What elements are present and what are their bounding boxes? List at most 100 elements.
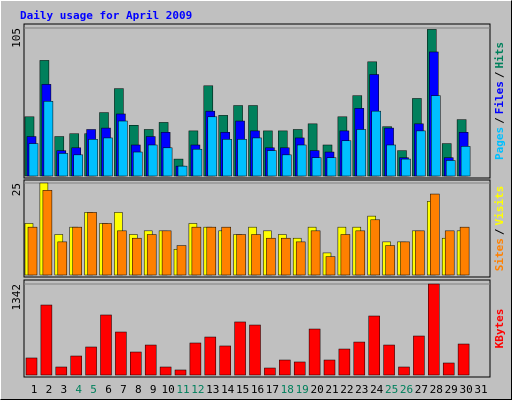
bar	[266, 237, 276, 276]
x-tick-label: 24	[370, 383, 384, 396]
bar	[308, 328, 321, 376]
x-tick-label: 2	[46, 383, 53, 396]
bar	[28, 143, 39, 177]
bar	[325, 256, 336, 276]
bar	[161, 230, 172, 276]
x-tick-label: 1	[31, 383, 38, 396]
bar	[401, 158, 411, 177]
bar	[73, 154, 83, 177]
bar	[445, 160, 456, 177]
bar	[386, 144, 396, 177]
x-tick-label: 16	[251, 383, 264, 396]
bar	[267, 150, 277, 177]
legend-entry: KBytes	[493, 309, 506, 349]
bar	[43, 101, 54, 177]
x-tick-label: 29	[445, 383, 458, 396]
bar	[87, 212, 97, 276]
x-tick-label: 5	[90, 383, 97, 396]
bar	[371, 110, 381, 177]
bar	[459, 226, 470, 276]
x-tick-label: 22	[340, 383, 353, 396]
bar	[356, 129, 367, 177]
x-tick-label: 3	[60, 383, 67, 396]
bar	[146, 234, 157, 276]
x-tick-label: 8	[135, 383, 142, 396]
bar	[25, 357, 38, 376]
x-tick-label: 30	[459, 383, 472, 396]
y-tick-label: 105	[10, 28, 23, 48]
bar	[132, 237, 142, 276]
bar	[415, 230, 425, 276]
bar	[310, 230, 321, 276]
bar	[221, 226, 231, 276]
bar	[192, 148, 203, 177]
bar	[162, 147, 173, 177]
x-tick-label: 17	[266, 383, 279, 396]
y-tick-label: 25	[10, 183, 23, 196]
bar	[398, 366, 410, 376]
legend: Pages / Files / Hits	[493, 42, 506, 160]
bar	[428, 283, 440, 376]
bar	[385, 245, 395, 276]
x-tick-label: 7	[120, 383, 127, 396]
chart-title: Daily usage for April 2009	[20, 9, 192, 22]
bar	[117, 230, 127, 276]
x-tick-label: 12	[191, 383, 204, 396]
bar	[174, 369, 187, 376]
bar	[55, 366, 68, 376]
bar	[281, 237, 291, 276]
legend-separator: /	[493, 228, 506, 235]
x-tick-label: 20	[310, 383, 323, 396]
bar	[338, 348, 351, 376]
bar	[191, 226, 202, 276]
x-tick-label: 14	[221, 383, 235, 396]
bar	[147, 144, 158, 177]
bar	[326, 157, 337, 177]
bar	[370, 219, 380, 276]
x-tick-label: 11	[176, 383, 189, 396]
bar	[57, 241, 68, 276]
bar	[442, 362, 455, 376]
bar	[70, 355, 82, 376]
x-tick-label: 23	[355, 383, 368, 396]
y-tick-label: 1342	[10, 284, 23, 311]
bar	[444, 230, 455, 276]
bar	[88, 139, 98, 177]
bar	[222, 139, 232, 177]
legend-entry: Hits	[493, 42, 506, 69]
bar	[353, 341, 366, 376]
x-tick-label: 28	[430, 383, 443, 396]
bar	[58, 153, 69, 177]
bar	[204, 336, 217, 376]
bar	[27, 226, 38, 276]
x-tick-label: 10	[161, 383, 174, 396]
bar	[40, 304, 53, 376]
bar	[341, 140, 352, 177]
bar	[144, 344, 157, 376]
bar	[237, 139, 247, 177]
bar	[207, 116, 218, 177]
bar	[293, 361, 306, 376]
bar	[282, 154, 292, 177]
bar	[159, 366, 172, 376]
bar	[279, 359, 291, 376]
bar	[206, 226, 217, 276]
x-tick-label: 31	[474, 383, 487, 396]
bar	[251, 234, 261, 276]
bar	[431, 95, 441, 177]
bar	[103, 137, 113, 177]
bar	[264, 367, 276, 376]
bar	[457, 343, 470, 376]
x-tick-label: 4	[75, 383, 82, 396]
bar	[368, 315, 380, 376]
bar	[355, 230, 366, 276]
x-tick-label: 21	[325, 383, 338, 396]
x-tick-label: 27	[415, 383, 428, 396]
bar	[236, 234, 246, 276]
bar	[249, 324, 261, 376]
bar	[177, 165, 188, 177]
bar	[252, 137, 262, 177]
bar	[130, 351, 142, 376]
